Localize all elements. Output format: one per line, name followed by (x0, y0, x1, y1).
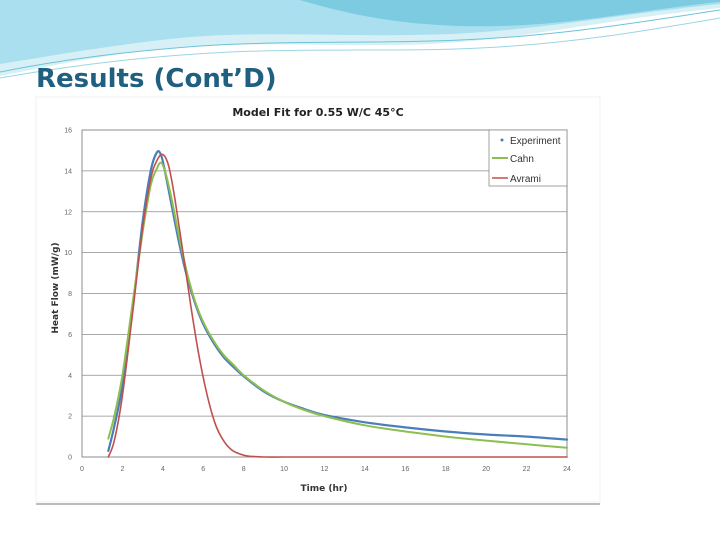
x-tick-labels: 0 2 4 6 8 10 12 14 16 18 20 22 24 (80, 466, 571, 473)
x-tick-label-5: 10 (280, 466, 288, 473)
y-tick-label-0: 0 (68, 455, 72, 462)
x-tick-label-4: 8 (242, 466, 246, 473)
y-tick-label-2: 4 (68, 373, 72, 380)
x-tick-label-8: 16 (401, 466, 409, 473)
series-line-avrami (107, 153, 568, 458)
y-tick-label-8: 16 (64, 128, 72, 135)
series-line-cahn (107, 161, 568, 449)
legend-label-cahn: Cahn (510, 154, 534, 165)
x-tick-label-0: 0 (80, 466, 84, 473)
y-tick-labels: 0 2 4 6 8 10 12 14 16 (64, 128, 72, 462)
header-wave-decoration (0, 0, 720, 79)
x-tick-label-9: 18 (442, 466, 450, 473)
x-tick-label-6: 12 (321, 466, 329, 473)
x-tick-label-3: 6 (201, 466, 205, 473)
legend-label-experiment: Experiment (510, 136, 561, 147)
y-tick-label-7: 14 (64, 168, 72, 175)
y-tick-label-1: 2 (68, 414, 72, 421)
x-tick-label-12: 24 (563, 466, 571, 473)
y-tick-label-4: 8 (68, 291, 72, 298)
x-tick-label-11: 22 (523, 466, 531, 473)
x-tick-label-7: 14 (361, 466, 369, 473)
x-tick-label-2: 4 (161, 466, 165, 473)
x-axis-title: Time (hr) (301, 484, 348, 494)
slide-title: Results (Cont’D) (36, 64, 277, 94)
y-tick-label-6: 12 (64, 209, 72, 216)
legend: Experiment Cahn Avrami (488, 129, 568, 187)
y-tick-label-3: 6 (68, 332, 72, 339)
chart-title: Model Fit for 0.55 W/C 45°C (232, 106, 403, 119)
legend-label-avrami: Avrami (510, 174, 541, 185)
y-tick-label-5: 10 (64, 250, 72, 257)
legend-marker-experiment (500, 138, 504, 142)
y-axis-title: Heat Flow (mW/g) (51, 242, 61, 333)
x-tick-label-1: 2 (120, 466, 124, 473)
series-lines (107, 150, 569, 458)
x-tick-label-10: 20 (482, 466, 490, 473)
